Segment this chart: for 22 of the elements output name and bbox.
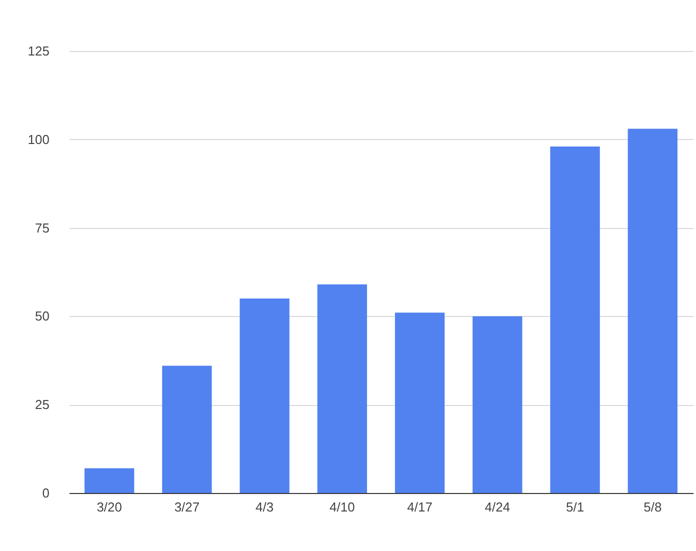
x-tick-label: 4/10 [330,500,355,514]
x-tick-label: 3/20 [96,500,122,514]
y-tick-label: 50 [35,308,50,324]
y-tick-label: 100 [28,132,50,147]
x-tick-label: 4/3 [256,500,274,514]
bar [394,312,445,493]
x-tick-label: 4/17 [407,500,432,514]
y-tick-label: 25 [35,397,50,412]
x-tick-label: 3/27 [174,500,200,514]
y-tick-label: 0 [42,486,50,500]
x-tick-label: 5/1 [566,500,584,514]
x-tick-label: 4/24 [484,500,510,514]
bar [550,146,600,493]
x-tick-label: 5/8 [644,500,662,514]
bar [317,284,368,493]
bar [472,316,522,493]
y-tick-label: 75 [35,220,50,236]
bar [240,298,290,493]
bar [84,468,134,493]
bar [628,128,678,493]
bar [162,366,212,493]
y-tick-label: 125 [28,44,50,58]
